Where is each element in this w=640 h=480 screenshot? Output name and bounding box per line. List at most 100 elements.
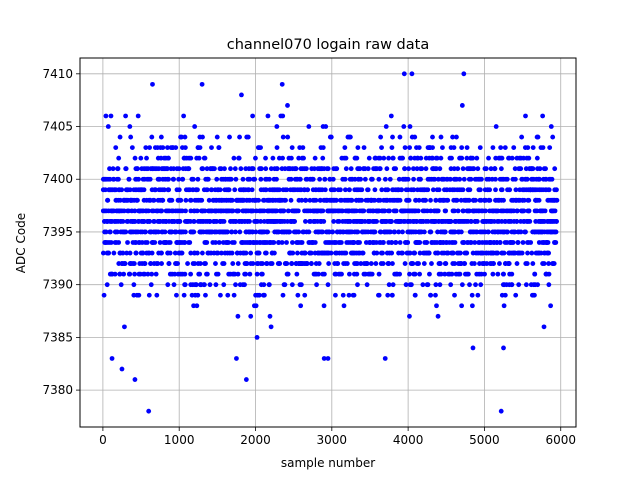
data-point bbox=[542, 208, 548, 214]
data-point bbox=[270, 155, 276, 161]
data-point bbox=[228, 166, 233, 172]
data-point bbox=[169, 197, 175, 203]
data-point bbox=[253, 155, 258, 161]
data-point bbox=[400, 229, 405, 235]
data-point bbox=[274, 145, 280, 151]
data-point bbox=[550, 134, 556, 140]
data-point bbox=[526, 197, 532, 203]
data-point bbox=[412, 134, 418, 140]
data-point bbox=[387, 176, 393, 182]
data-point bbox=[132, 155, 138, 161]
data-point bbox=[397, 197, 403, 203]
data-point bbox=[445, 197, 451, 203]
data-point bbox=[230, 261, 236, 266]
data-point bbox=[196, 155, 202, 161]
data-point bbox=[360, 250, 366, 256]
data-point bbox=[288, 197, 294, 203]
data-point bbox=[343, 166, 349, 172]
data-point bbox=[459, 303, 465, 309]
x-tick-label: 2000 bbox=[240, 433, 271, 447]
data-point bbox=[256, 197, 261, 203]
data-point bbox=[232, 166, 238, 172]
data-point bbox=[171, 282, 177, 288]
data-point bbox=[498, 166, 504, 172]
data-point bbox=[308, 250, 314, 256]
data-point bbox=[237, 134, 242, 140]
data-point bbox=[526, 155, 532, 161]
data-point bbox=[457, 176, 463, 182]
data-point bbox=[236, 155, 242, 161]
data-point bbox=[127, 271, 133, 277]
outlier-point bbox=[461, 71, 467, 77]
data-point bbox=[466, 208, 472, 214]
data-point bbox=[520, 240, 526, 245]
data-point bbox=[174, 292, 179, 298]
data-point bbox=[201, 282, 207, 288]
data-point bbox=[244, 261, 250, 266]
data-point bbox=[256, 250, 262, 256]
data-point bbox=[116, 176, 121, 182]
data-point bbox=[364, 261, 370, 266]
data-point bbox=[552, 166, 558, 172]
data-point bbox=[389, 292, 395, 298]
data-point bbox=[221, 282, 227, 288]
data-point bbox=[435, 250, 440, 256]
data-point bbox=[364, 282, 370, 288]
outlier-point bbox=[501, 345, 506, 351]
x-tick-label: 6000 bbox=[545, 433, 576, 447]
data-point bbox=[282, 282, 288, 288]
data-point bbox=[288, 176, 294, 182]
data-point bbox=[330, 229, 335, 235]
data-point bbox=[430, 145, 435, 151]
data-point bbox=[172, 271, 178, 277]
data-point bbox=[389, 219, 394, 224]
data-point bbox=[513, 292, 519, 298]
data-point bbox=[300, 145, 306, 151]
data-point bbox=[339, 208, 345, 214]
data-point bbox=[523, 229, 528, 235]
data-point bbox=[344, 261, 350, 266]
data-point bbox=[236, 208, 241, 214]
data-point bbox=[308, 261, 314, 266]
data-point bbox=[195, 250, 200, 256]
data-point bbox=[406, 166, 412, 172]
data-point bbox=[438, 271, 444, 277]
data-point bbox=[471, 261, 477, 266]
data-point bbox=[399, 187, 405, 193]
data-point bbox=[250, 208, 256, 214]
data-point bbox=[455, 208, 461, 214]
data-point bbox=[461, 240, 467, 245]
data-point bbox=[138, 155, 144, 161]
data-point bbox=[263, 166, 269, 172]
data-point bbox=[346, 292, 352, 298]
data-point bbox=[274, 208, 280, 214]
data-point bbox=[368, 261, 374, 266]
data-point bbox=[116, 240, 122, 245]
data-point bbox=[405, 240, 411, 245]
data-point bbox=[195, 292, 201, 298]
data-point bbox=[433, 282, 439, 288]
data-point bbox=[519, 250, 525, 256]
data-point bbox=[452, 292, 457, 298]
data-point bbox=[299, 240, 305, 245]
data-point bbox=[229, 197, 235, 203]
data-point bbox=[438, 134, 444, 140]
data-point bbox=[143, 229, 148, 235]
data-point bbox=[188, 219, 193, 224]
data-point bbox=[317, 176, 323, 182]
data-point bbox=[527, 219, 533, 224]
data-point bbox=[416, 145, 422, 151]
data-point bbox=[526, 208, 532, 214]
data-point bbox=[530, 261, 536, 266]
y-tick-label: 7405 bbox=[42, 120, 73, 134]
data-point bbox=[190, 176, 196, 182]
data-point bbox=[525, 250, 530, 256]
data-point bbox=[483, 166, 489, 172]
data-point bbox=[525, 145, 531, 151]
data-point bbox=[490, 271, 496, 277]
data-point bbox=[212, 166, 217, 172]
data-point bbox=[213, 240, 218, 245]
data-point bbox=[314, 282, 319, 288]
data-point bbox=[512, 176, 518, 182]
data-point bbox=[354, 155, 360, 161]
